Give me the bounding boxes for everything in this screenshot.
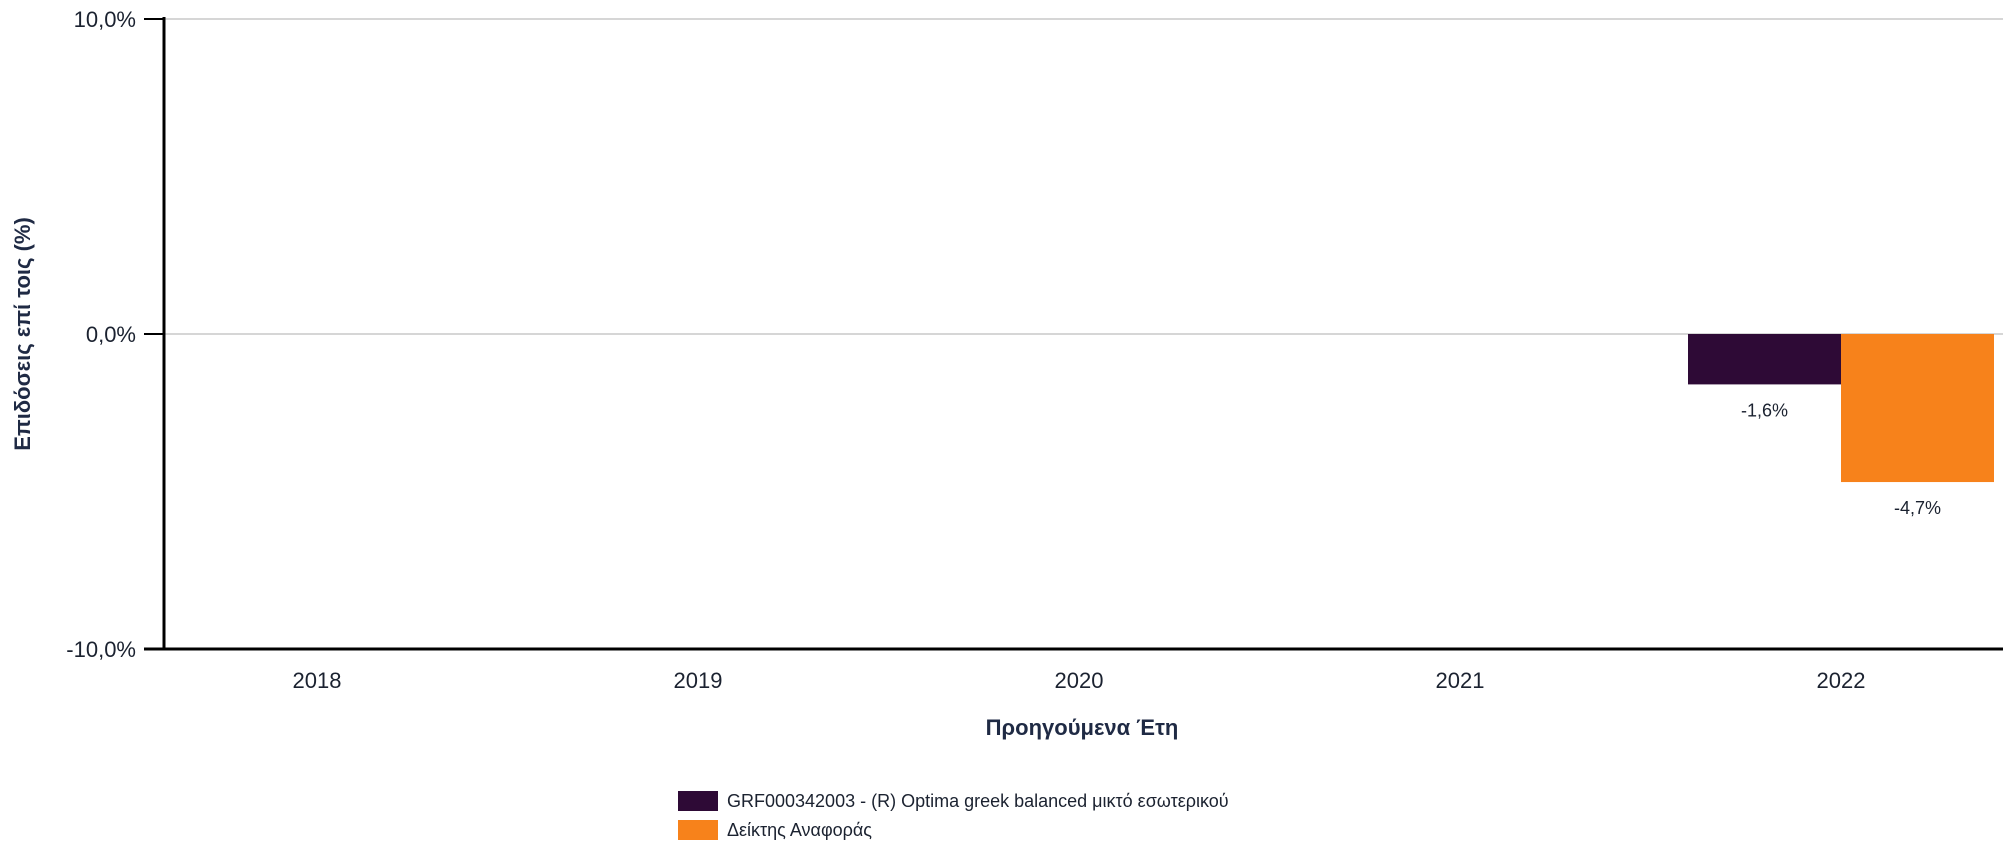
legend-swatch-series-0 bbox=[678, 791, 718, 811]
x-tick-label: 2018 bbox=[293, 668, 342, 693]
y-tick-label: 0,0% bbox=[86, 322, 136, 347]
x-axis-title: Προηγούμενα Έτη bbox=[986, 715, 1179, 740]
gridlines bbox=[164, 18, 2003, 335]
x-tick-label: 2021 bbox=[1436, 668, 1485, 693]
data-label-2022-series-1: -4,7% bbox=[1894, 498, 1941, 518]
legend-swatch-series-1 bbox=[678, 820, 718, 840]
legend: GRF000342003 - (R) Optima greek balanced… bbox=[678, 791, 1229, 840]
x-tick-labels: 2018 2019 2020 2021 2022 bbox=[293, 668, 1866, 693]
x-tick-label: 2020 bbox=[1055, 668, 1104, 693]
x-tick-label: 2022 bbox=[1817, 668, 1866, 693]
legend-label-series-1: Δείκτης Αναφοράς bbox=[727, 820, 872, 840]
bar-2022-series-0 bbox=[1688, 334, 1841, 385]
y-tick-label: -10,0% bbox=[66, 637, 136, 662]
bars bbox=[1688, 334, 1994, 483]
data-labels: -1,6% -4,7% bbox=[1741, 400, 1941, 518]
y-tick-labels: 10,0% 0,0% -10,0% bbox=[66, 7, 136, 662]
x-tick-label: 2019 bbox=[674, 668, 723, 693]
y-axis-title: Επιδόσεις επί τοις (%) bbox=[10, 217, 35, 451]
data-label-2022-series-0: -1,6% bbox=[1741, 400, 1788, 420]
axes bbox=[144, 17, 2003, 651]
legend-label-series-0: GRF000342003 - (R) Optima greek balanced… bbox=[727, 791, 1229, 811]
bar-2022-series-1 bbox=[1841, 334, 1994, 483]
y-tick-label: 10,0% bbox=[74, 7, 136, 32]
